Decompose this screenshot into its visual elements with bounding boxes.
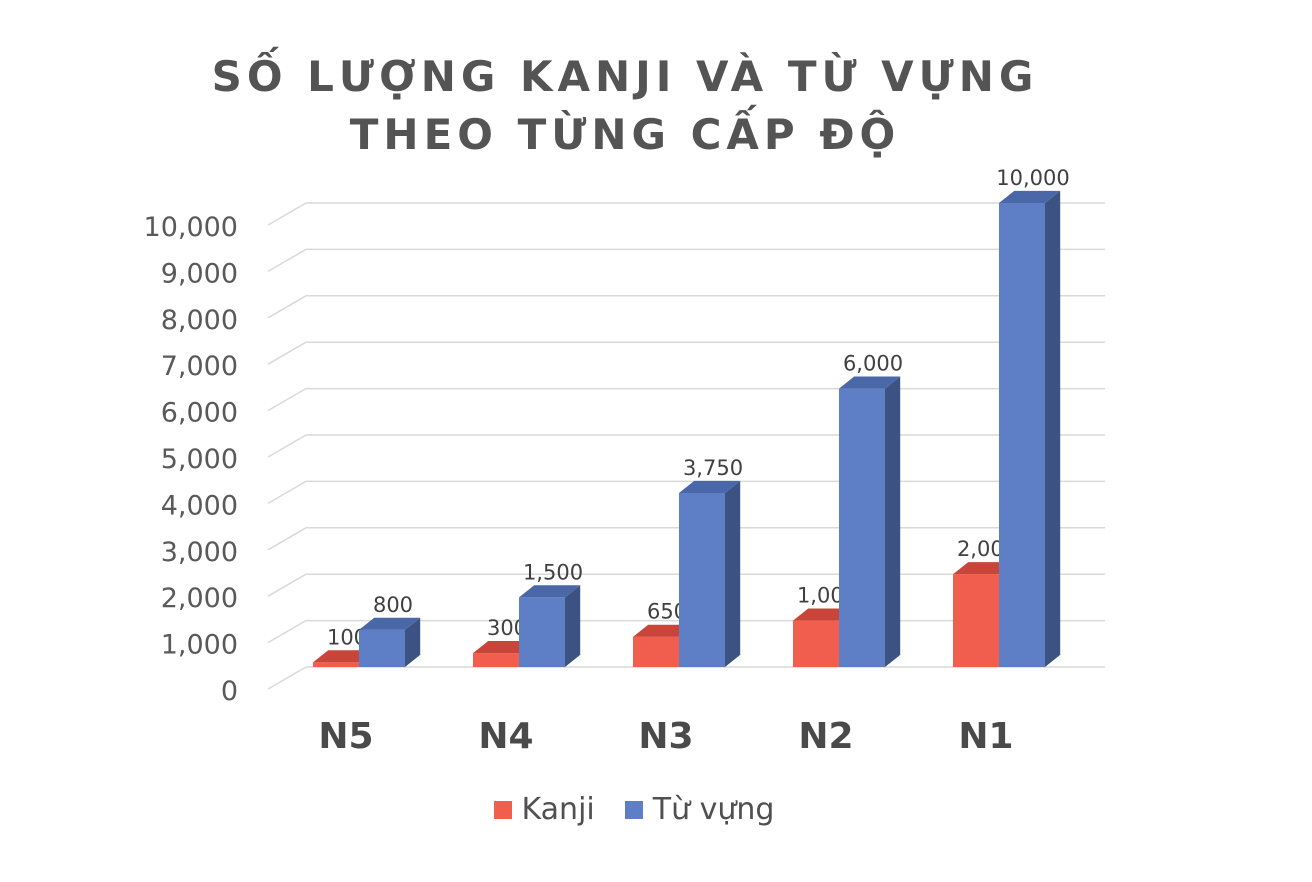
bar-top-từ-vựng-N1 (999, 190, 1061, 203)
legend-swatch-tu-vung (624, 800, 643, 819)
legend-swatch-kanji (493, 800, 512, 819)
gridline-depth (267, 202, 307, 226)
data-label-từ-vựng-N2: 6,000 (843, 352, 903, 376)
bar-top-kanji-N1 (953, 562, 1015, 575)
gridline-depth (267, 387, 307, 412)
bar-side-từ-vựng-N2 (885, 376, 901, 667)
legend-item-kanji: Kanji (493, 792, 595, 827)
bar-kanji-N3 (633, 636, 679, 667)
bar-từ-vựng-N5 (359, 629, 405, 667)
gridline-depth (267, 434, 307, 458)
gridline-depth (267, 480, 307, 505)
y-tick-label: 1,000 (161, 630, 238, 661)
bar-top-kanji-N3 (633, 624, 695, 637)
bar-top-từ-vựng-N3 (679, 480, 741, 493)
bar-top-từ-vựng-N2 (839, 376, 901, 389)
bar-side-từ-vựng-N4 (565, 585, 581, 667)
data-label-từ-vựng-N1: 10,000 (996, 166, 1069, 190)
gridline-depth (267, 341, 307, 365)
x-tick-label-N1: N1 (958, 716, 1013, 757)
chart-title: SỐ LƯỢNG KANJI VÀ TỪ VỰNG THEO TỪNG CẤP … (0, 48, 1250, 164)
bar-kanji-N5 (313, 662, 359, 667)
y-tick-label: 8,000 (161, 305, 238, 336)
gridline-depth (267, 527, 307, 551)
legend-item-tu-vung: Từ vựng (624, 792, 775, 827)
y-tick-label: 2,000 (161, 583, 238, 614)
bar-top-kanji-N4 (473, 640, 535, 654)
bar-side-từ-vựng-N5 (405, 617, 421, 667)
y-tick-label: 6,000 (161, 398, 238, 429)
bar-side-từ-vựng-N3 (725, 480, 741, 667)
y-tick-label: 3,000 (161, 537, 238, 568)
y-tick-label: 4,000 (161, 490, 238, 521)
bar-từ-vựng-N4 (519, 597, 565, 667)
bar-side-từ-vựng-N1 (1045, 190, 1061, 667)
gridline-depth (267, 666, 307, 690)
y-tick-label: 10,000 (144, 212, 238, 243)
gridline-depth (267, 619, 307, 644)
x-tick-label-N3: N3 (638, 716, 693, 757)
legend-label-kanji: Kanji (521, 792, 595, 827)
bar-top-kanji-N5 (313, 650, 375, 663)
bar-kanji-N2 (793, 620, 839, 667)
bar-từ-vựng-N2 (839, 388, 885, 667)
chart-title-line-1: SỐ LƯỢNG KANJI VÀ TỪ VỰNG (211, 52, 1039, 101)
y-tick-label: 7,000 (161, 351, 238, 382)
y-tick-label: 9,000 (161, 258, 238, 289)
gridline-depth (267, 248, 307, 273)
bar-từ-vựng-N1 (999, 203, 1045, 667)
x-tick-label-N4: N4 (478, 716, 533, 757)
data-label-từ-vựng-N5: 800 (373, 593, 413, 617)
bar-kanji-N4 (473, 653, 519, 667)
data-label-từ-vựng-N4: 1,500 (523, 560, 583, 584)
y-tick-label: 0 (221, 676, 238, 707)
bar-top-từ-vựng-N4 (519, 585, 581, 598)
chart-legend: Kanji Từ vựng (0, 792, 1268, 827)
legend-label-tu-vung: Từ vựng (652, 792, 775, 827)
x-tick-label-N5: N5 (318, 716, 373, 757)
gridline-depth (267, 573, 307, 597)
y-tick-label: 5,000 (161, 444, 238, 475)
bar-top-kanji-N2 (793, 608, 855, 621)
chart-title-line-2: THEO TỪNG CẤP ĐỘ (349, 110, 901, 159)
gridline-depth (267, 295, 307, 319)
data-label-từ-vựng-N3: 3,750 (683, 456, 743, 480)
x-tick-label-N2: N2 (798, 716, 853, 757)
bar-top-từ-vựng-N5 (359, 617, 421, 630)
bar-từ-vựng-N3 (679, 493, 725, 667)
bar-kanji-N1 (953, 574, 999, 667)
